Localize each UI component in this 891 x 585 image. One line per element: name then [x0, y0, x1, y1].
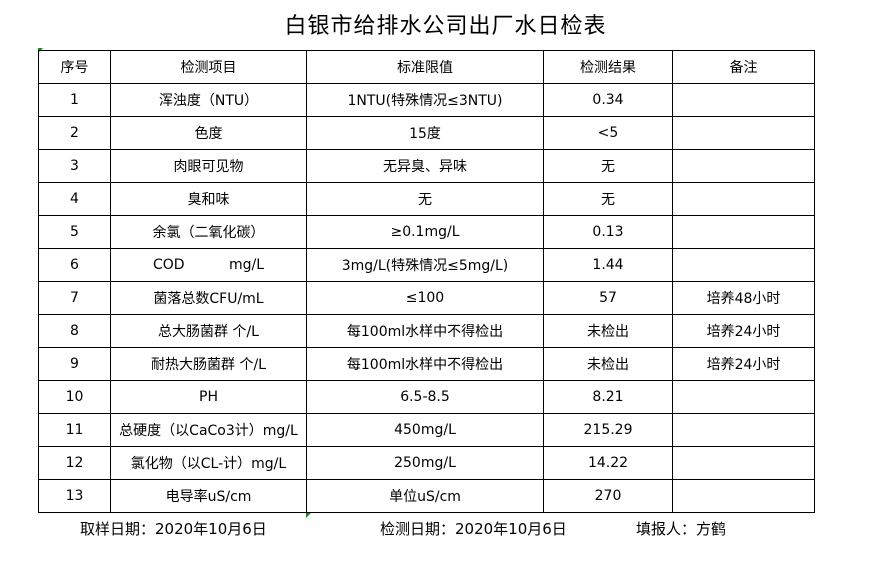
remark-cell	[672, 413, 815, 447]
standard-cell: 250mg/L	[306, 446, 544, 480]
reporter: 填报人：方鹤	[636, 520, 727, 538]
table-row: 12 氯化物（以CL-计）mg/L 250mg/L 14.22	[38, 446, 815, 480]
header-cell: 检测结果	[543, 50, 673, 84]
table-row: 10 PH 6.5-8.5 8.21	[38, 380, 815, 414]
item-cell: 肉眼可见物	[110, 149, 307, 183]
result-cell: 8.21	[543, 380, 673, 414]
standard-cell: ≥0.1mg/L	[306, 215, 544, 249]
remark-cell: 培养24小时	[672, 314, 815, 348]
remark-cell	[672, 116, 815, 150]
inspection-table: 序号 检测项目 标准限值 检测结果 备注 1 浑浊度（NTU） 1NTU(特殊情况≤3NTU…	[38, 50, 815, 513]
header-cell: 序号	[38, 50, 111, 84]
table-row: 5 余氯（二氧化碳） ≥0.1mg/L 0.13	[38, 215, 815, 249]
standard-cell: 6.5-8.5	[306, 380, 544, 414]
index-cell: 5	[38, 215, 111, 249]
table-row: 13 电导率uS/cm 单位uS/cm 270	[38, 479, 815, 513]
item-cell: 总大肠菌群 个/L	[110, 314, 307, 348]
standard-cell: 1NTU(特殊情况≤3NTU)	[306, 83, 544, 117]
table-row: 6 COD mg/L 3mg/L(特殊情况≤5mg/L) 1.44	[38, 248, 815, 282]
table-row: 4 臭和味无无	[38, 182, 815, 216]
table-row: 11 总硬度（以CaCo3计）mg/L 450mg/L 215.29	[38, 413, 815, 447]
index-cell: 9	[38, 347, 111, 381]
item-cell: 浑浊度（NTU）	[110, 83, 307, 117]
test-date: 检测日期：2020年10月6日	[380, 520, 567, 538]
table-row: 8 总大肠菌群 个/L 每100ml水样中不得检出 未检出 培养24小时	[38, 314, 815, 348]
standard-cell: 每100ml水样中不得检出	[306, 347, 544, 381]
standard-cell: 15度	[306, 116, 544, 150]
table-row: 2 色度 15度 <5	[38, 116, 815, 150]
remark-cell	[672, 215, 815, 249]
index-cell: 13	[38, 479, 111, 513]
remark-cell	[672, 83, 815, 117]
table-row: 9 耐热大肠菌群 个/L 每100ml水样中不得检出 未检出 培养24小时	[38, 347, 815, 381]
table-row: 7 菌落总数CFU/mL ≤100 57 培养48小时	[38, 281, 815, 315]
item-cell: 余氯（二氧化碳）	[110, 215, 307, 249]
standard-cell: 单位uS/cm	[306, 479, 544, 513]
standard-cell: 450mg/L	[306, 413, 544, 447]
index-cell: 6	[38, 248, 111, 282]
remark-cell	[672, 182, 815, 216]
remark-cell: 培养24小时	[672, 347, 815, 381]
item-cell: 臭和味	[110, 182, 307, 216]
remark-cell	[672, 446, 815, 480]
result-cell: 0.13	[543, 215, 673, 249]
item-cell: 菌落总数CFU/mL	[110, 281, 307, 315]
result-cell: 1.44	[543, 248, 673, 282]
standard-cell: 无	[306, 182, 544, 216]
table-row: 3 肉眼可见物 无异臭、异味无	[38, 149, 815, 183]
item-cell: 氯化物（以CL-计）mg/L	[110, 446, 307, 480]
result-cell: 14.22	[543, 446, 673, 480]
remark-cell	[672, 248, 815, 282]
table-header-row: 序号 检测项目 标准限值 检测结果 备注	[38, 50, 815, 84]
index-cell: 8	[38, 314, 111, 348]
index-cell: 1	[38, 83, 111, 117]
item-cell: PH	[110, 380, 307, 414]
item-cell: 总硬度（以CaCo3计）mg/L	[110, 413, 307, 447]
result-cell: 0.34	[543, 83, 673, 117]
result-cell: 无	[543, 182, 673, 216]
standard-cell: 每100ml水样中不得检出	[306, 314, 544, 348]
index-cell: 10	[38, 380, 111, 414]
index-cell: 12	[38, 446, 111, 480]
remark-cell: 培养48小时	[672, 281, 815, 315]
remark-cell	[672, 149, 815, 183]
item-cell: COD mg/L	[110, 248, 307, 282]
result-cell: 未检出	[543, 347, 673, 381]
result-cell: 无	[543, 149, 673, 183]
standard-cell: 3mg/L(特殊情况≤5mg/L)	[306, 248, 544, 282]
result-cell: 270	[543, 479, 673, 513]
index-cell: 7	[38, 281, 111, 315]
result-cell: <5	[543, 116, 673, 150]
index-cell: 2	[38, 116, 111, 150]
index-cell: 11	[38, 413, 111, 447]
index-cell: 4	[38, 182, 111, 216]
remark-cell	[672, 479, 815, 513]
header-cell: 标准限值	[306, 50, 544, 84]
page-title: 白银市给排水公司出厂水日检表	[284, 14, 607, 39]
standard-cell: 无异臭、异味	[306, 149, 544, 183]
index-cell: 3	[38, 149, 111, 183]
sample-date: 取样日期：2020年10月6日	[80, 520, 267, 538]
result-cell: 未检出	[543, 314, 673, 348]
item-cell: 电导率uS/cm	[110, 479, 307, 513]
result-cell: 57	[543, 281, 673, 315]
standard-cell: ≤100	[306, 281, 544, 315]
header-cell: 检测项目	[110, 50, 307, 84]
item-cell: 色度	[110, 116, 307, 150]
table-row: 1 浑浊度（NTU） 1NTU(特殊情况≤3NTU) 0.34	[38, 83, 815, 117]
result-cell: 215.29	[543, 413, 673, 447]
cell-marker	[306, 513, 311, 518]
header-cell: 备注	[672, 50, 815, 84]
item-cell: 耐热大肠菌群 个/L	[110, 347, 307, 381]
remark-cell	[672, 380, 815, 414]
